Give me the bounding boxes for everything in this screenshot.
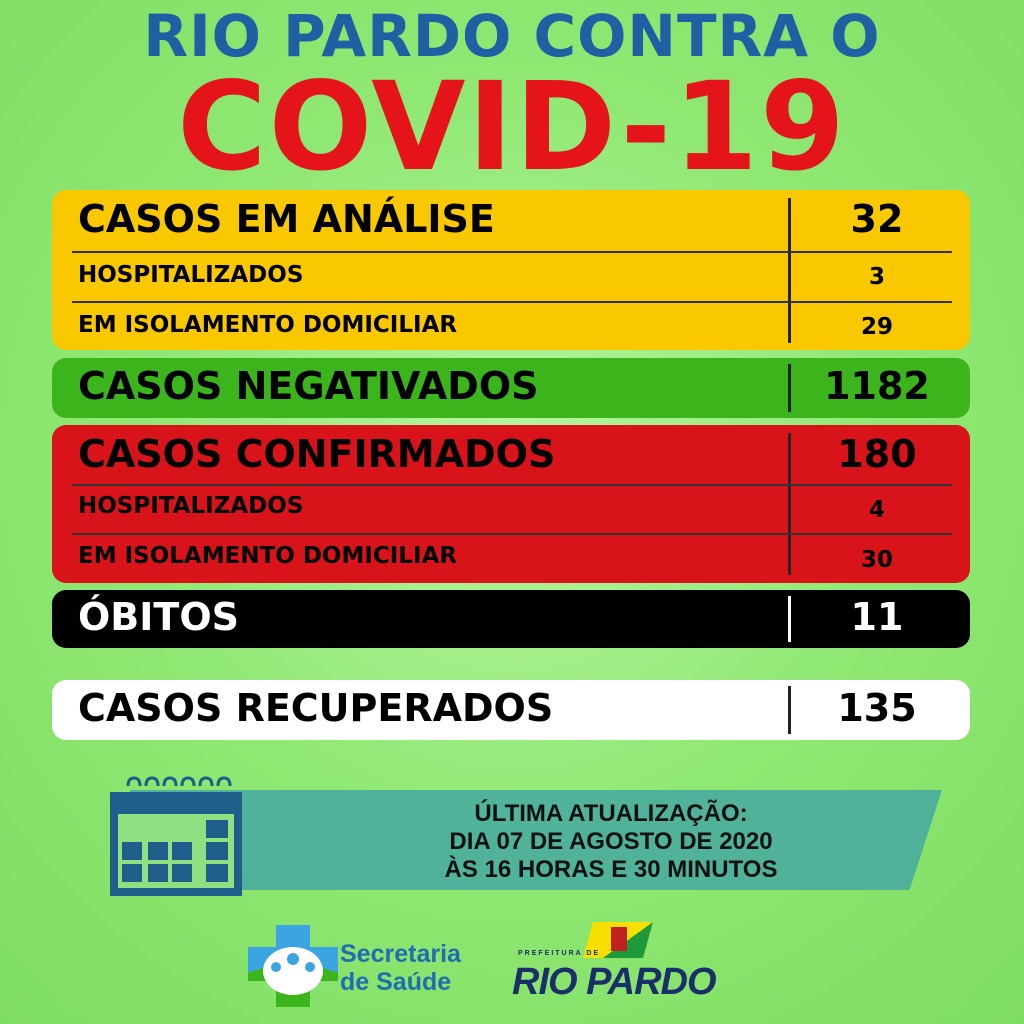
deaths-label: ÓBITOS [78,595,239,639]
divider [72,251,952,253]
update-line3: ÀS 16 HORAS E 30 MINUTOS [444,856,778,883]
city-logo-text: RIO PARDO [512,961,717,1003]
health-logo-text: Secretaria de Saúde [340,940,461,996]
update-banner: ÚLTIMA ATUALIZAÇÃO: DIA 07 DE AGOSTO DE … [130,790,942,890]
health-line1: Secretaria [340,940,461,968]
update-line1: ÚLTIMA ATUALIZAÇÃO: [474,800,748,827]
city-flag-logo [583,922,653,958]
confirmed-hospitalized-label: HOSPITALIZADOS [78,493,304,519]
divider [72,301,952,303]
calendar-icon [110,776,242,896]
health-logo [248,925,338,1007]
confirmed-hospitalized-value: 4 [868,497,885,523]
deaths-box: ÓBITOS 11 [52,590,970,648]
confirmed-value: 180 [837,432,917,476]
deaths-value: 11 [850,595,904,639]
analysis-hospitalized-value: 3 [868,264,885,290]
analysis-hospitalized-label: HOSPITALIZADOS [78,262,304,288]
analysis-label: CASOS EM ANÁLISE [78,197,495,241]
confirmed-box: CASOS CONFIRMADOS 180 HOSPITALIZADOS 4 E… [52,425,970,583]
confirmed-isolation-value: 30 [860,547,893,573]
negative-box: CASOS NEGATIVADOS 1182 [52,358,970,418]
recovered-value: 135 [837,686,917,730]
recovered-label: CASOS RECUPERADOS [78,686,554,730]
update-line2: DIA 07 DE AGOSTO DE 2020 [449,828,773,855]
divider [788,596,791,642]
negative-value: 1182 [824,364,930,408]
negative-label: CASOS NEGATIVADOS [78,364,539,408]
city-small: PREFEITURA DE [518,950,601,957]
divider [788,364,791,412]
divider [788,198,791,343]
confirmed-label: CASOS CONFIRMADOS [78,432,556,476]
analysis-value: 32 [850,197,904,241]
analysis-isolation-value: 29 [860,314,893,340]
divider [72,533,952,535]
analysis-box: CASOS EM ANÁLISE 32 HOSPITALIZADOS 3 EM … [52,190,970,350]
divider [788,433,791,575]
health-line2: de Saúde [340,968,452,996]
divider [788,686,791,734]
confirmed-isolation-label: EM ISOLAMENTO DOMICILIAR [78,543,458,569]
recovered-box: CASOS RECUPERADOS 135 [52,680,970,740]
analysis-isolation-label: EM ISOLAMENTO DOMICILIAR [78,312,458,338]
title-covid: COVID-19 [177,56,847,198]
divider [72,484,952,486]
title-line1: RIO PARDO CONTRA O [143,2,881,70]
